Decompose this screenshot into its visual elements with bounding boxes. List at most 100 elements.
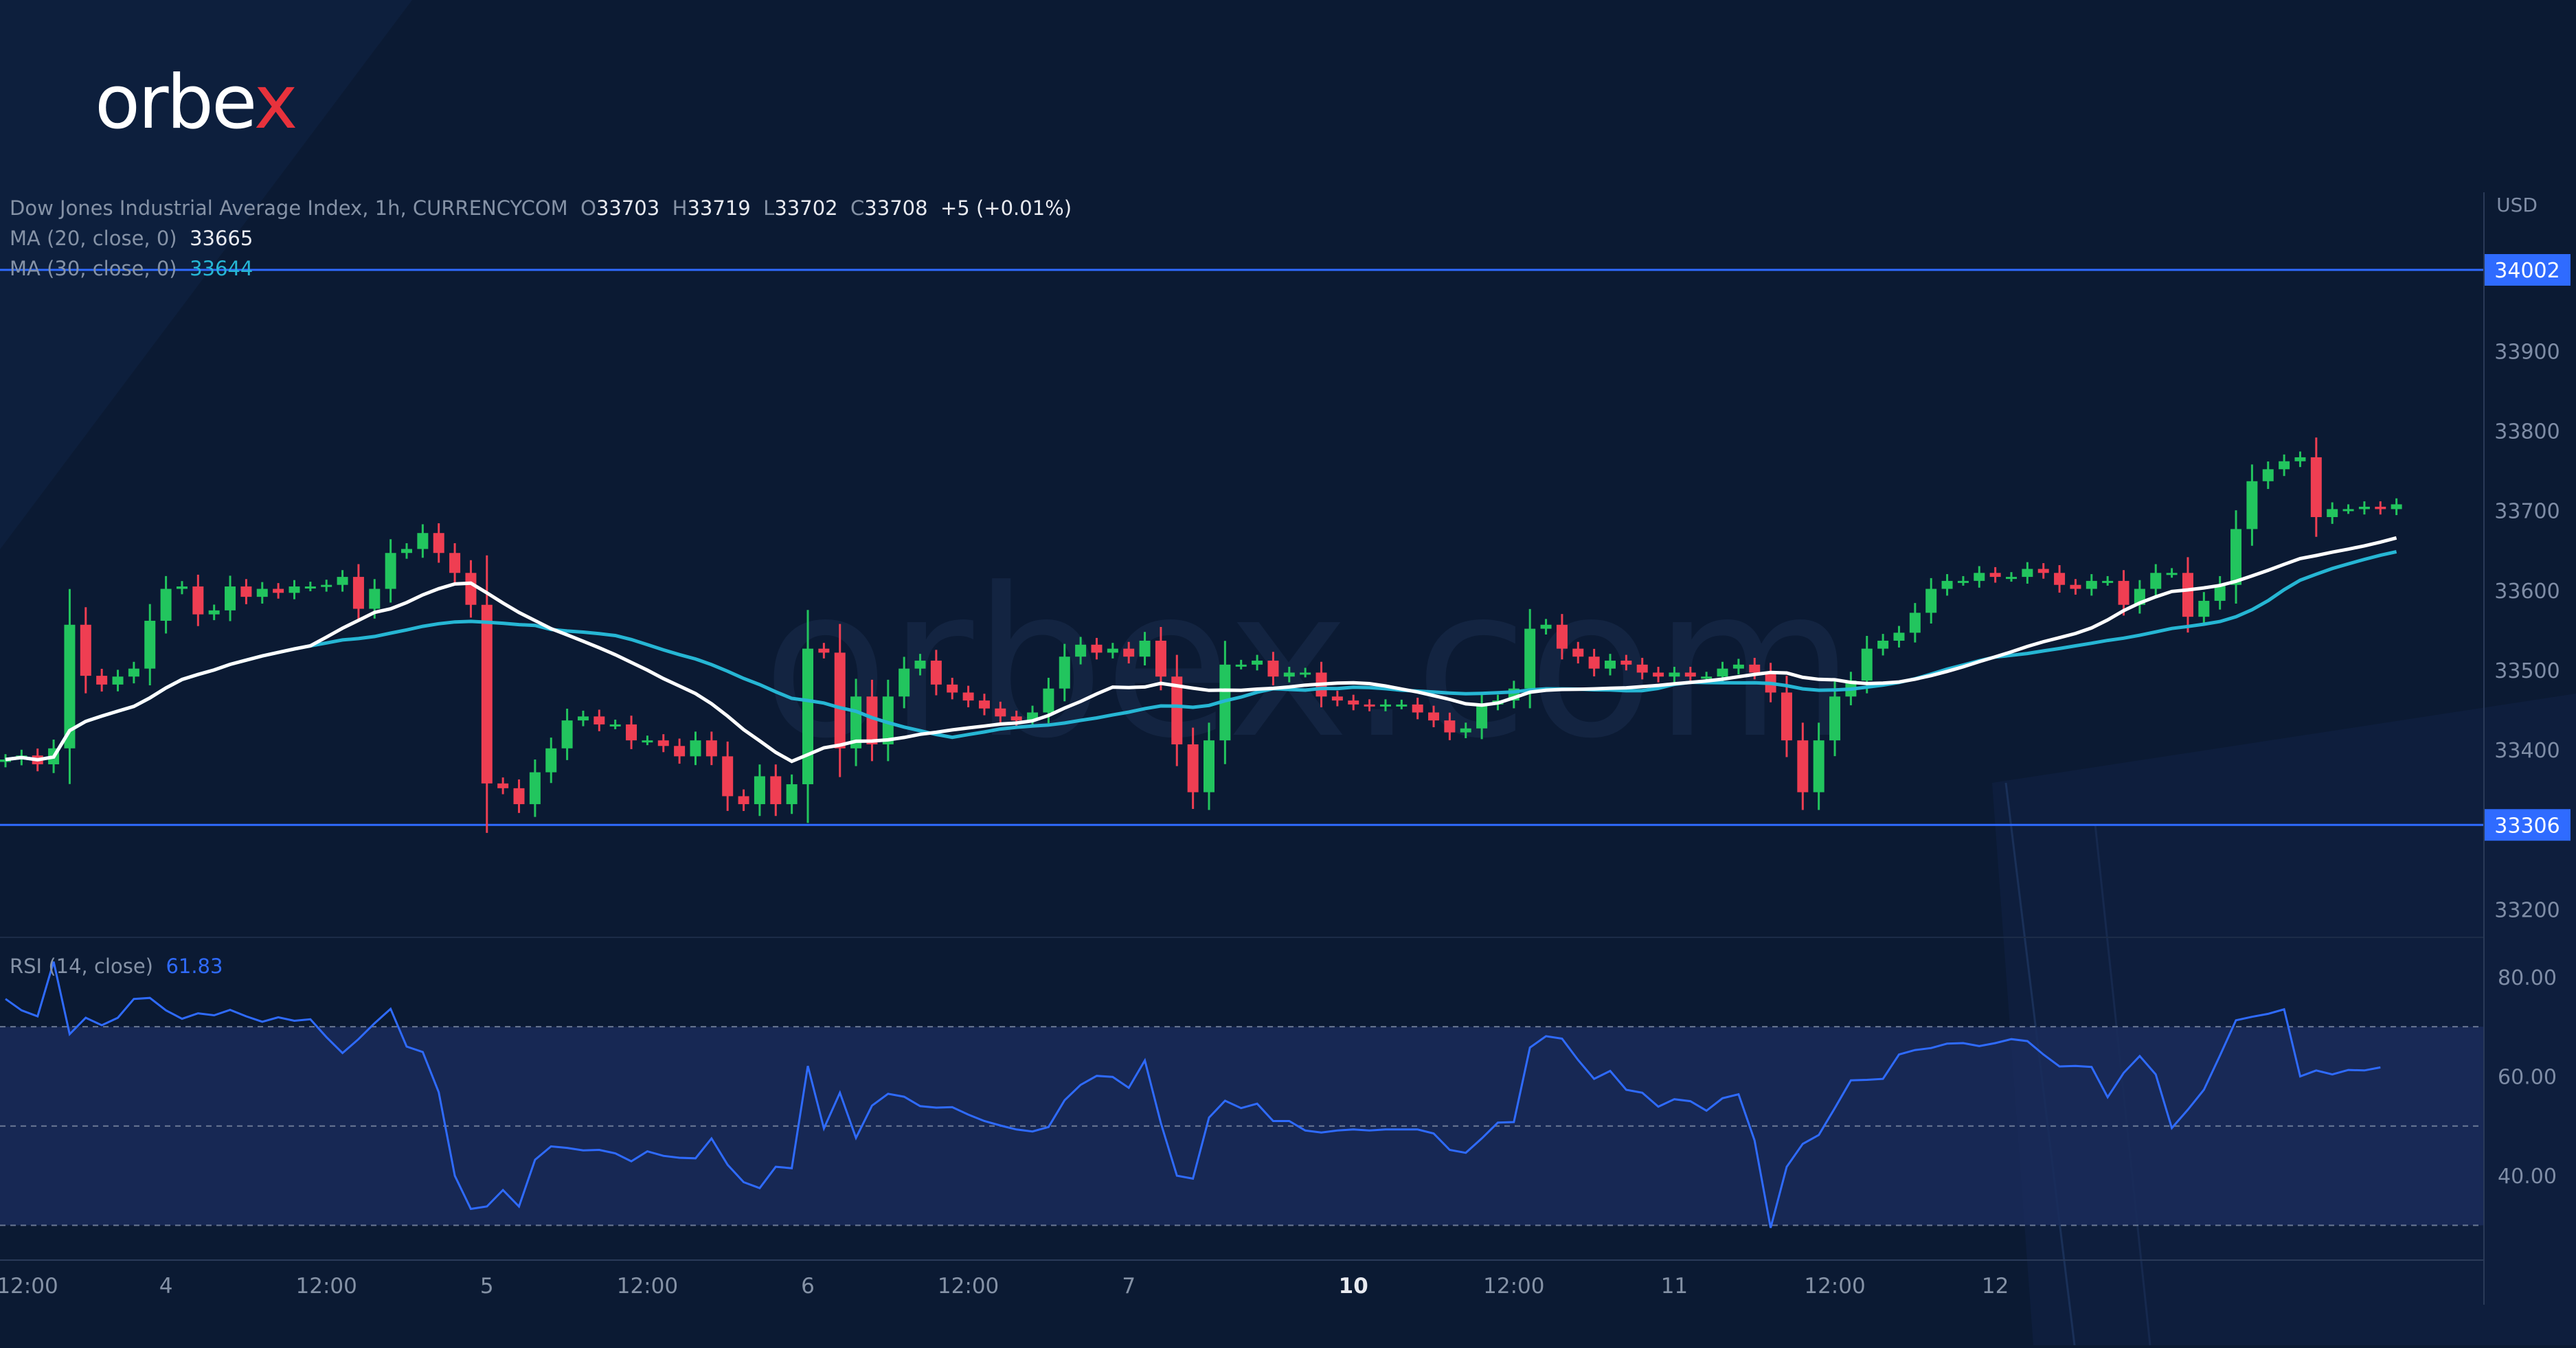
rsi-line [5,961,2381,1229]
price-tick-label: 33900 [2494,340,2560,364]
close-value: 33708 [864,196,928,220]
high-value: 33719 [687,196,751,220]
candle-body [1043,688,1054,713]
candle-body [1187,744,1199,792]
candle-body [609,724,621,727]
moving-averages [5,536,2397,764]
price-tick-label: 33500 [2494,659,2560,683]
rsi-tick-label: 40.00 [2498,1165,2557,1189]
candle-body [401,549,412,553]
candle-body [2391,504,2402,510]
candle-body [321,584,332,587]
bg-wedge-left [0,0,412,549]
time-tick-label: 5 [480,1274,494,1299]
candle-body [2037,569,2049,573]
time-tick-label: 12:00 [1483,1274,1544,1299]
candle-body [626,724,637,741]
candle-body [417,533,429,549]
candle-body [2182,573,2193,617]
candle-body [80,624,91,676]
candle-body [1252,661,1263,665]
candle-body [1989,573,2001,578]
candle-body [930,661,942,685]
candle-body [1283,672,1295,677]
time-tick-label: 12:00 [296,1274,357,1299]
candle-body [465,573,477,605]
candle-body [995,708,1006,717]
candle-body [1091,644,1103,653]
candle-body [802,648,813,785]
candle-body [1396,704,1408,707]
candle-body [240,586,252,597]
rsi-label: RSI (14, close) [10,955,153,978]
watermark-text: orbex.com [762,544,1855,784]
time-tick-label: 12:00 [938,1274,999,1299]
candle-body [1620,661,1632,665]
change-value: +5 (+0.01%) [940,196,1072,220]
candle-body [914,661,926,669]
candle-body [1861,648,1873,681]
high-label: H [672,196,688,220]
ma30-legend[interactable]: MA (30, close, 0) 33644 [10,257,253,280]
candle-body [1974,573,1985,581]
time-tick-label: 10 [1339,1274,1368,1299]
candle-body [497,783,509,788]
candle-body [1572,648,1584,657]
candle-body [1732,664,1744,669]
candle-body [0,759,11,762]
candle-body [577,716,589,721]
candle-body [1829,696,1841,741]
candle-body [962,692,974,701]
bg-wedge-right [1992,694,2576,1345]
time-tick-label: 7 [1122,1274,1136,1299]
low-value: 33702 [774,196,838,220]
candle-body [2070,584,2081,589]
candles[interactable] [0,437,2402,833]
candle-body [2198,600,2210,617]
candle-body [1428,712,1440,721]
candle-body [754,776,765,805]
candle-body [818,648,830,653]
candle-body [208,610,220,615]
candle-body [1605,661,1616,669]
candle-body [1075,644,1087,657]
candle-body [2262,469,2274,481]
open-value: 33703 [596,196,660,220]
candle-body [1139,641,1151,657]
candle-body [1476,704,1488,729]
candle-body [192,586,204,615]
open-label: O [580,196,596,220]
rsi-legend[interactable]: RSI (14, close) 61.83 [10,955,223,978]
price-tick-label: 33400 [2494,739,2560,763]
candle-body [1781,692,1792,741]
symbol-name: Dow Jones Industrial Average Index, 1h, … [10,196,568,220]
time-tick-label: 11 [1661,1274,1688,1299]
candle-body [1010,716,1022,721]
level-label: 33306 [2494,814,2560,838]
candle-body [1107,648,1118,653]
level-label: 34002 [2494,259,2560,283]
candle-body [2230,529,2242,585]
candle-body [369,589,381,609]
candle-body [2246,481,2258,529]
candle-body [2150,573,2162,589]
close-label: C [850,196,865,220]
price-tick-label: 33200 [2494,898,2560,922]
rsi-panel [0,937,2484,1261]
candle-body [225,586,236,610]
ma20-legend[interactable]: MA (20, close, 0) 33665 [10,227,253,250]
orbex-logo: orbex [95,66,298,140]
candle-body [1171,676,1183,744]
low-label: L [763,196,775,220]
candle-body [1957,580,1969,583]
logo-accent-x: x [253,60,298,146]
candle-body [513,788,525,805]
candle-body [433,533,444,553]
candle-body [2310,457,2322,517]
candle-body [352,577,364,609]
candle-body [705,740,717,757]
candle-body [64,624,76,749]
candle-body [1556,624,1568,649]
